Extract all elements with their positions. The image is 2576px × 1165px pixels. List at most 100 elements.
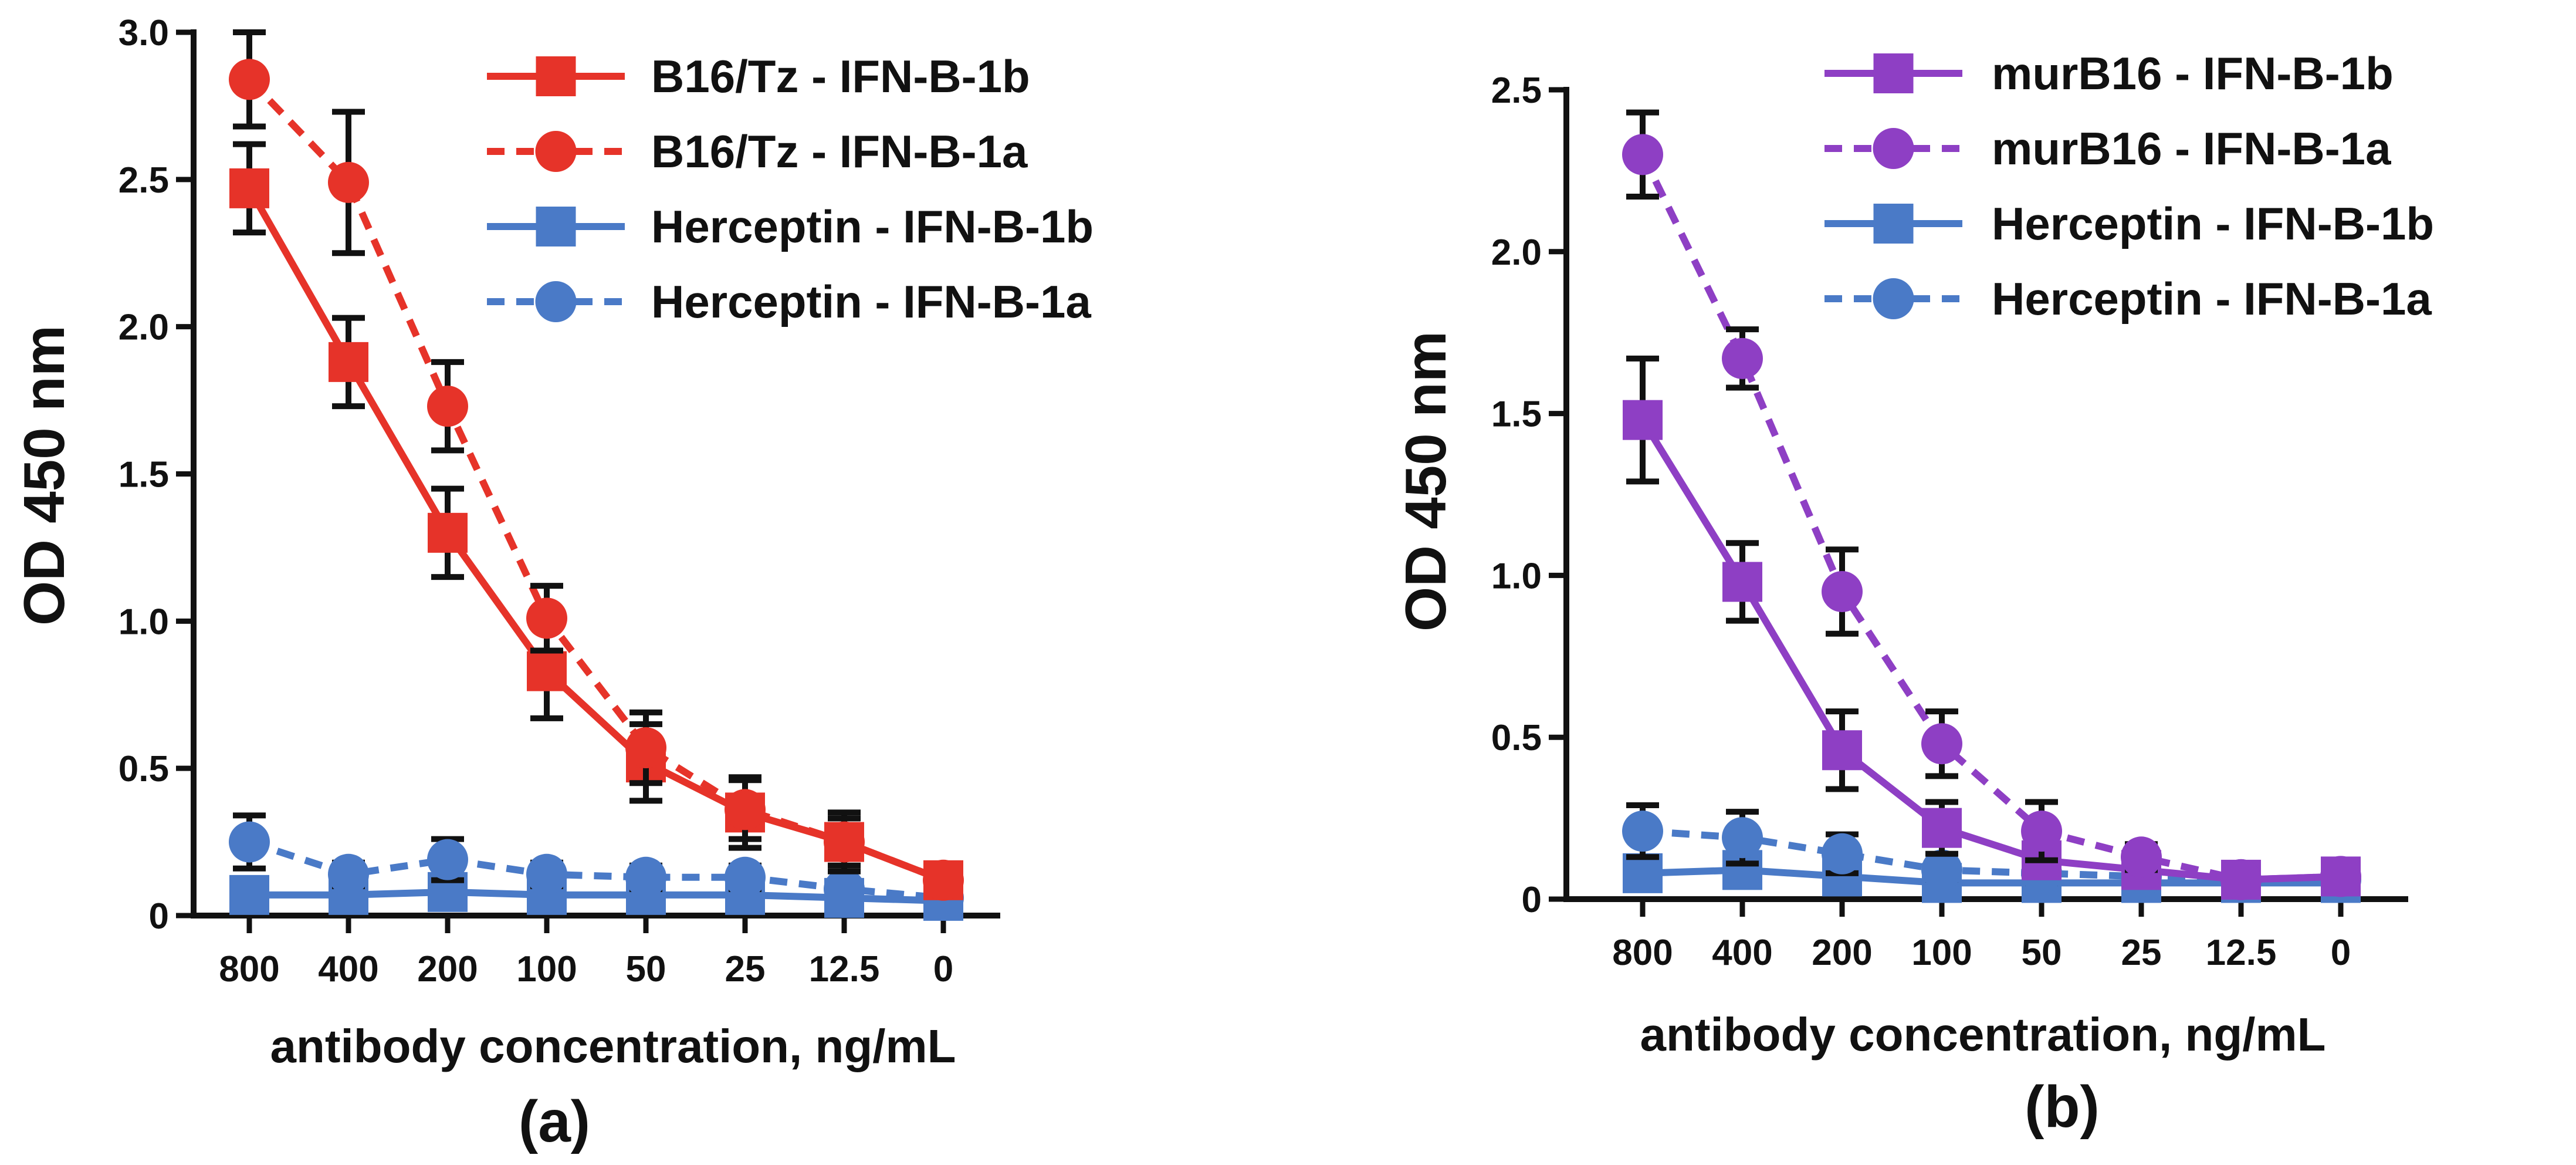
- data-point: [824, 869, 865, 910]
- x-tick-label: 12.5: [809, 949, 880, 990]
- legend-label: B16/Tz - IFN-B-1b: [651, 50, 1030, 102]
- data-point: [428, 513, 468, 553]
- data-point: [824, 822, 865, 863]
- x-tick-label: 25: [725, 949, 766, 990]
- data-point: [427, 386, 468, 427]
- data-point: [1822, 730, 1862, 770]
- y-tick-label: 2.0: [1491, 232, 1542, 273]
- y-tick-label: 2.5: [1491, 70, 1542, 111]
- legend-marker: [1873, 128, 1914, 169]
- legend-marker: [536, 281, 577, 322]
- data-point: [526, 854, 567, 895]
- legend-label: murB16 - IFN-B-1b: [1992, 48, 2394, 99]
- data-point: [229, 875, 269, 915]
- data-point: [1722, 817, 1763, 858]
- data-point: [923, 860, 964, 901]
- legend: murB16 - IFN-B-1b murB16 - IFN-B-1a Hercep…: [1824, 48, 2434, 325]
- y-axis-title: OD 450 nm: [12, 325, 76, 626]
- legend-item: Herceptin - IFN-B-1a: [1824, 273, 2432, 325]
- x-tick-label: 12.5: [2206, 933, 2277, 973]
- data-point: [725, 789, 766, 830]
- legend-label: B16/Tz - IFN-B-1a: [651, 126, 1028, 177]
- panel-label: (a): [519, 1089, 590, 1154]
- data-point: [625, 857, 666, 898]
- x-tick-label: 0: [933, 949, 953, 990]
- x-tick-label: 50: [2022, 933, 2062, 973]
- y-tick-label: 1.5: [1491, 394, 1542, 435]
- data-point: [526, 597, 567, 639]
- data-point: [1822, 833, 1863, 874]
- data-point: [328, 162, 369, 203]
- data-point: [1623, 400, 1663, 440]
- y-tick-label: 1.5: [119, 455, 169, 495]
- x-tick-label: 800: [219, 949, 279, 990]
- legend-marker: [1874, 53, 1914, 93]
- data-point: [1822, 571, 1863, 612]
- legend-item: murB16 - IFN-B-1b: [1824, 48, 2394, 99]
- legend-marker: [1873, 278, 1914, 319]
- x-axis-title: antibody concentration, ng/mL: [1640, 1008, 2326, 1061]
- x-axis-title: antibody concentration, ng/mL: [270, 1020, 956, 1072]
- data-point: [2320, 856, 2361, 897]
- y-tick-label: 1.0: [1491, 556, 1542, 596]
- x-tick-label: 0: [2331, 933, 2351, 973]
- x-tick-label: 400: [1712, 933, 1772, 973]
- data-point: [527, 651, 567, 691]
- x-tick-label: 25: [2121, 933, 2162, 973]
- y-axis-title: OD 450 nm: [1393, 331, 1458, 632]
- data-point: [1622, 811, 1663, 852]
- legend-item: Herceptin - IFN-B-1b: [487, 201, 1094, 252]
- legend-label: murB16 - IFN-B-1a: [1992, 123, 2391, 174]
- series-murb16-ifn-b-1b: [1623, 359, 2361, 900]
- x-tick-label: 200: [1812, 933, 1872, 973]
- x-tick-label: 400: [318, 949, 378, 990]
- data-point: [427, 839, 468, 880]
- data-point: [229, 168, 269, 208]
- data-point: [1921, 723, 1962, 764]
- legend-marker: [536, 131, 577, 172]
- data-point: [2021, 811, 2062, 852]
- y-tick-label: 0.5: [119, 749, 169, 789]
- data-point: [625, 727, 666, 768]
- data-point: [329, 342, 368, 382]
- legend-item: Herceptin - IFN-B-1b: [1824, 198, 2434, 249]
- y-tick-label: 2.0: [119, 308, 169, 348]
- legend-label: Herceptin - IFN-B-1a: [651, 276, 1091, 327]
- data-point: [2220, 859, 2262, 900]
- figure-canvas: 00.51.01.52.02.53.0800 400 200 100 50 25 12.5 0…: [0, 0, 2576, 1165]
- y-tick-label: 0: [1522, 880, 1542, 920]
- y-tick-label: 3.0: [119, 13, 169, 53]
- data-point: [229, 822, 270, 863]
- legend: B16/Tz - IFN-B-1b B16/Tz - IFN-B-1a Hercep…: [487, 50, 1094, 327]
- chart-panel-a: 0 0.5 1.0 1.5 2.0 2.5 3.0 800 400 200 100 50 25 12.5 0…: [12, 13, 1094, 1154]
- chart-panel-b: 0 0.5 1.0 1.5 2.0 2.5 800 400 200 100 50 25 12.5 0 OD …: [1393, 48, 2434, 1140]
- data-point: [1622, 134, 1663, 175]
- data-point: [1722, 562, 1762, 602]
- x-tick-label: 100: [516, 949, 577, 990]
- legend-item: murB16 - IFN-B-1a: [1824, 123, 2391, 174]
- legend-label: Herceptin - IFN-B-1b: [651, 201, 1094, 252]
- x-tick-label: 800: [1612, 933, 1673, 973]
- y-tick-label: 2.5: [119, 160, 169, 201]
- legend-marker: [536, 207, 576, 246]
- data-point: [1722, 338, 1763, 379]
- data-point: [229, 59, 270, 100]
- series-line: [1643, 154, 2341, 880]
- data-point: [1922, 808, 1962, 848]
- y-tick-label: 0: [149, 896, 169, 937]
- legend-item: Herceptin - IFN-B-1a: [487, 276, 1091, 327]
- x-tick-label: 200: [417, 949, 478, 990]
- legend-marker: [1874, 204, 1914, 244]
- x-tick-label: 100: [1911, 933, 1972, 973]
- legend-marker: [536, 56, 576, 96]
- legend-item: B16/Tz - IFN-B-1b: [487, 50, 1030, 102]
- data-point: [2121, 836, 2162, 877]
- y-tick-label: 1.0: [119, 602, 169, 642]
- series-b16-tz-ifn-b-1b: [229, 144, 963, 900]
- legend-label: Herceptin - IFN-B-1b: [1992, 198, 2434, 249]
- data-point: [725, 857, 766, 898]
- data-point: [328, 854, 369, 895]
- y-tick-label: 0.5: [1491, 718, 1542, 758]
- legend-label: Herceptin - IFN-B-1a: [1992, 273, 2432, 325]
- legend-item: B16/Tz - IFN-B-1a: [487, 126, 1028, 177]
